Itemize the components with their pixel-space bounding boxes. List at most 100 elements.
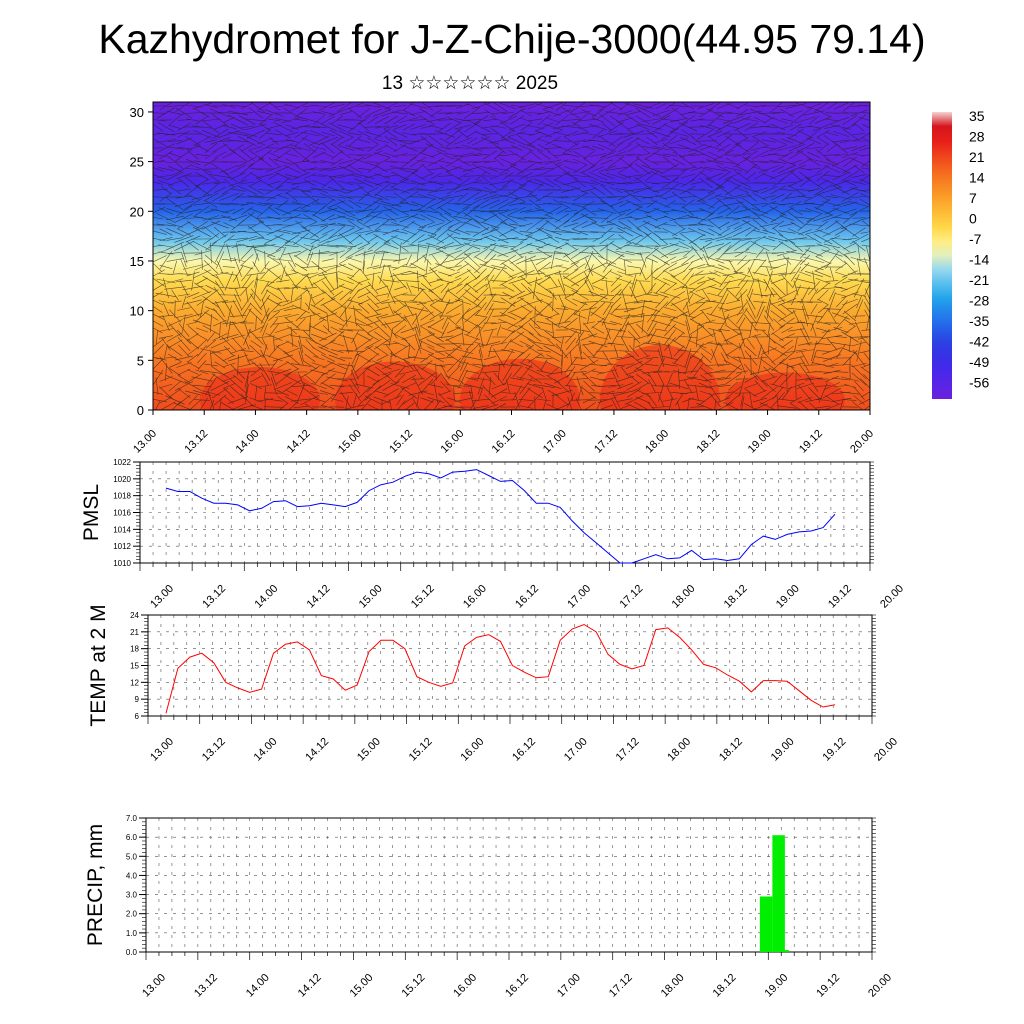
wind-barb [632,203,654,205]
y-axis-label: PMSL [80,484,103,541]
wind-barb [320,298,336,306]
wind-barb [166,228,184,236]
wind-barb [212,300,228,304]
wind-barb [389,137,411,145]
wind-barb [417,235,437,243]
wind-barb [778,398,796,402]
wind-barb [329,104,345,108]
wind-barb [754,116,766,124]
wind-barb [491,226,507,238]
wind-barb [688,227,706,237]
wind-barb [402,356,416,360]
wind-barb [455,177,471,189]
wind-barb [664,323,676,337]
wind-barb [250,367,262,377]
wind-barb [223,395,235,405]
wind-barb [554,403,571,410]
wind-barb [482,133,498,135]
wind-barb [318,234,338,244]
wind-barb [425,259,429,275]
wind-barb [717,385,731,387]
wind-barb [733,123,751,131]
wind-barb [267,118,281,122]
wind-barb [176,362,192,368]
wind-barb [392,263,408,271]
wind-barb [318,207,338,215]
wind-barb [202,215,220,221]
wind-barb [632,186,654,194]
wind-barb [309,130,329,138]
wind-barb [815,321,831,325]
wind-barb [722,194,744,200]
wind-barb [250,288,262,302]
wind-barb [766,291,772,313]
wind-barb [800,356,810,374]
wind-barb [226,243,232,263]
wind-barb [299,312,321,320]
wind-barb [677,349,699,353]
y-tick-label: 4.0 [126,871,138,880]
wind-barb [597,320,617,326]
wind-barb [466,324,478,336]
wind-barb [272,305,294,313]
wind-barb [302,272,318,276]
wind-barb [159,265,173,269]
wind-barb [563,136,579,146]
wind-barb [353,173,375,179]
wind-barb [392,292,408,298]
wind-barb [563,268,579,280]
wind-barb [266,249,282,257]
wind-barb [708,124,722,130]
wind-barb [221,170,237,182]
wind-barb [259,363,271,381]
wind-barb [663,256,677,264]
wind-barb [840,170,860,182]
wind-barb [273,121,293,133]
wind-barb [394,285,406,291]
wind-barb [165,146,185,150]
wind-barb [736,289,748,301]
wind-barb [563,343,579,359]
wind-barb [786,258,806,262]
wind-barb [517,344,535,358]
wind-barb [213,319,227,327]
wind-barb [749,322,753,338]
wind-barb [230,257,246,263]
wind-barb [607,156,625,168]
wind-barb [412,307,424,325]
wind-barb [613,366,619,378]
wind-barb [588,290,608,300]
wind-barb [792,310,800,322]
wind-barb [399,117,419,123]
wind-barb [429,311,443,321]
wind-barb [245,118,267,122]
wind-barb [352,393,358,407]
wind-barb [564,385,578,387]
wind-barb [698,223,714,227]
wind-barb [856,296,862,308]
wind-barb [525,173,545,179]
wind-barb [686,302,690,316]
wind-barb [719,274,729,288]
wind-barb [635,367,651,377]
wind-barb [393,124,407,130]
wind-barb [500,329,516,345]
wind-barb [348,199,362,209]
wind-barb [466,377,478,381]
wind-barb [571,121,589,133]
wind-barb [609,357,623,359]
wind-barb [153,277,165,287]
wind-barb [571,363,589,367]
wind-barb [834,293,848,297]
wind-barb [747,338,755,350]
wind-barb [724,373,742,385]
y-tick-label: 1016 [113,509,131,518]
wind-barb [757,355,763,375]
wind-barb [677,369,681,389]
wind-barb [311,382,327,390]
wind-barb [740,110,762,116]
wind-barb [192,390,212,396]
wind-barb [677,370,699,374]
wind-barb [707,172,723,180]
wind-barb [663,223,677,227]
